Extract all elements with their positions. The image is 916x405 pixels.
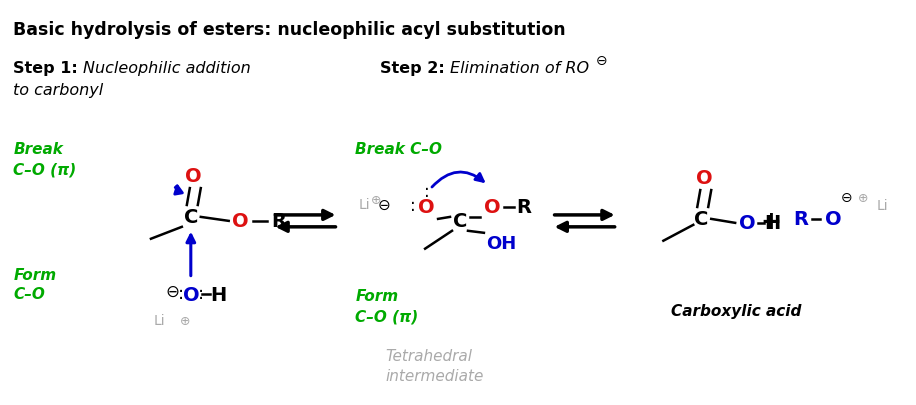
Text: Elimination of RO: Elimination of RO [450,61,589,76]
Text: Form: Form [355,289,398,304]
Text: Step 2:: Step 2: [380,61,445,76]
Text: Form: Form [14,267,57,282]
Text: H: H [764,214,780,233]
Text: OH: OH [485,234,516,252]
Text: +: + [760,209,781,233]
Text: to carbonyl: to carbonyl [14,83,104,98]
Text: H: H [211,285,227,304]
Text: C: C [183,208,198,227]
Text: Break: Break [14,142,63,157]
Text: O: O [824,210,841,229]
Text: ⊕: ⊕ [371,193,381,206]
Text: Li: Li [153,313,165,327]
Text: ⊖: ⊖ [595,54,607,68]
Text: intermediate: intermediate [386,368,484,383]
Text: O: O [739,214,756,233]
Text: O: O [696,168,713,187]
Text: Li: Li [358,198,370,211]
Text: O: O [484,198,500,217]
Text: ⊖: ⊖ [377,197,390,212]
Text: ⊖: ⊖ [166,282,180,300]
Text: R: R [517,198,531,217]
Text: R: R [793,210,809,229]
Text: ⊕: ⊕ [180,314,191,327]
Text: Break C–O: Break C–O [355,142,442,157]
Text: Li: Li [877,198,889,213]
Text: ⊖: ⊖ [841,191,853,205]
Text: :: : [410,196,416,215]
Text: C–O (π): C–O (π) [355,309,419,324]
Text: :: : [198,285,204,303]
Text: ⊕: ⊕ [857,191,868,204]
Text: C–O (π): C–O (π) [14,162,77,177]
Text: O: O [182,285,199,304]
Text: Basic hydrolysis of esters: nucleophilic acyl substitution: Basic hydrolysis of esters: nucleophilic… [14,21,566,39]
Text: O: O [418,198,434,217]
Text: C–O: C–O [14,287,45,302]
Text: Step 1:: Step 1: [14,61,78,76]
Text: C: C [453,212,467,231]
Text: R: R [271,212,286,231]
Text: O: O [233,212,249,231]
Text: :: : [424,183,430,200]
Text: O: O [186,166,202,185]
Text: Tetrahedral: Tetrahedral [386,348,473,363]
Text: C: C [694,210,708,229]
Text: Nucleophilic addition: Nucleophilic addition [83,61,251,76]
Text: Carboxylic acid: Carboxylic acid [671,304,802,318]
Text: :: : [178,285,184,303]
